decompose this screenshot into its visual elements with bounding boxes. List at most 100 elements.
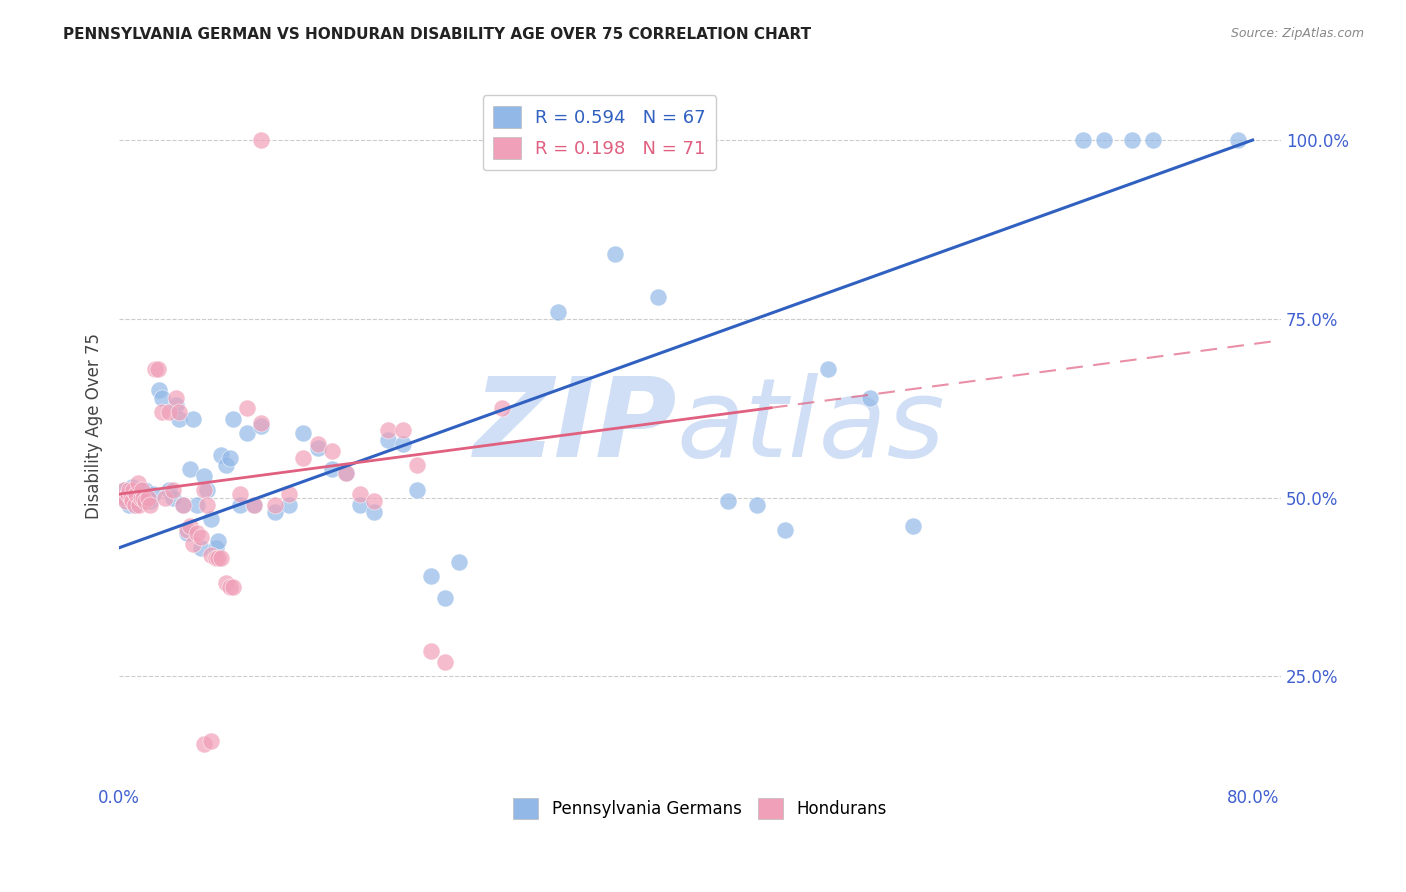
Text: ZIP: ZIP (474, 373, 676, 480)
Point (321, 444, 343, 458)
Point (264, 505, 287, 519)
Point (117, 487, 139, 501)
Point (132, 491, 155, 505)
Point (146, 362, 169, 376)
Point (1092, 133, 1115, 147)
Point (190, 541, 212, 555)
Point (745, 498, 768, 512)
Point (167, 405, 190, 419)
Point (859, 391, 882, 405)
Point (498, 133, 520, 147)
Point (181, 537, 204, 551)
Point (136, 491, 159, 505)
Point (134, 483, 156, 498)
Point (307, 437, 329, 451)
Point (717, 494, 740, 508)
Point (200, 512, 222, 526)
Point (131, 494, 153, 508)
Point (218, 451, 240, 466)
Point (377, 434, 399, 448)
Point (167, 412, 190, 426)
Point (121, 494, 143, 508)
Point (349, 498, 371, 512)
Point (207, 551, 229, 566)
Point (179, 519, 201, 533)
Point (165, 398, 187, 412)
Point (449, 555, 471, 569)
Point (1142, 133, 1164, 147)
Point (129, 491, 152, 505)
Point (157, 483, 180, 498)
Point (420, 569, 443, 583)
Point (186, 526, 208, 541)
Point (172, 498, 194, 512)
Text: Source: ZipAtlas.com: Source: ZipAtlas.com (1230, 27, 1364, 40)
Point (603, 247, 626, 261)
Point (647, 290, 669, 304)
Point (128, 498, 150, 512)
Point (195, 483, 218, 498)
Point (118, 498, 141, 512)
Point (190, 530, 212, 544)
Point (264, 498, 287, 512)
Point (292, 451, 315, 466)
Point (162, 483, 184, 498)
Point (405, 483, 427, 498)
Point (139, 494, 162, 508)
Point (1071, 133, 1094, 147)
Point (153, 491, 176, 505)
Point (214, 576, 236, 591)
Point (434, 591, 457, 605)
Point (292, 426, 315, 441)
Point (901, 519, 924, 533)
Point (179, 462, 201, 476)
Point (136, 491, 159, 505)
Point (114, 483, 136, 498)
Point (120, 491, 142, 505)
Point (221, 580, 243, 594)
Point (817, 362, 839, 376)
Text: atlas: atlas (676, 373, 945, 480)
Point (114, 491, 136, 505)
Point (112, 491, 135, 505)
Text: PENNSYLVANIA GERMAN VS HONDURAN DISABILITY AGE OVER 75 CORRELATION CHART: PENNSYLVANIA GERMAN VS HONDURAN DISABILI… (63, 27, 811, 42)
Point (150, 405, 173, 419)
Point (115, 494, 138, 508)
Point (214, 458, 236, 473)
Point (176, 523, 198, 537)
Point (127, 476, 149, 491)
Point (176, 526, 198, 541)
Point (200, 734, 222, 748)
Point (221, 412, 243, 426)
Point (243, 498, 266, 512)
Point (491, 401, 513, 416)
Point (118, 483, 141, 498)
Point (491, 133, 513, 147)
Point (207, 533, 229, 548)
Point (120, 491, 142, 505)
Point (200, 548, 222, 562)
Y-axis label: Disability Age Over 75: Disability Age Over 75 (86, 333, 103, 519)
Point (193, 483, 215, 498)
Point (204, 541, 226, 555)
Point (1227, 133, 1250, 147)
Point (193, 469, 215, 483)
Point (125, 487, 148, 501)
Point (377, 423, 399, 437)
Point (218, 580, 240, 594)
Point (420, 644, 443, 658)
Point (363, 505, 385, 519)
Point (115, 494, 138, 508)
Point (321, 462, 343, 476)
Point (278, 487, 301, 501)
Point (250, 416, 273, 430)
Point (228, 498, 250, 512)
Point (405, 458, 427, 473)
Point (125, 487, 148, 501)
Point (181, 412, 204, 426)
Point (139, 498, 162, 512)
Point (134, 494, 156, 508)
Point (209, 448, 232, 462)
Point (307, 441, 329, 455)
Point (112, 483, 135, 498)
